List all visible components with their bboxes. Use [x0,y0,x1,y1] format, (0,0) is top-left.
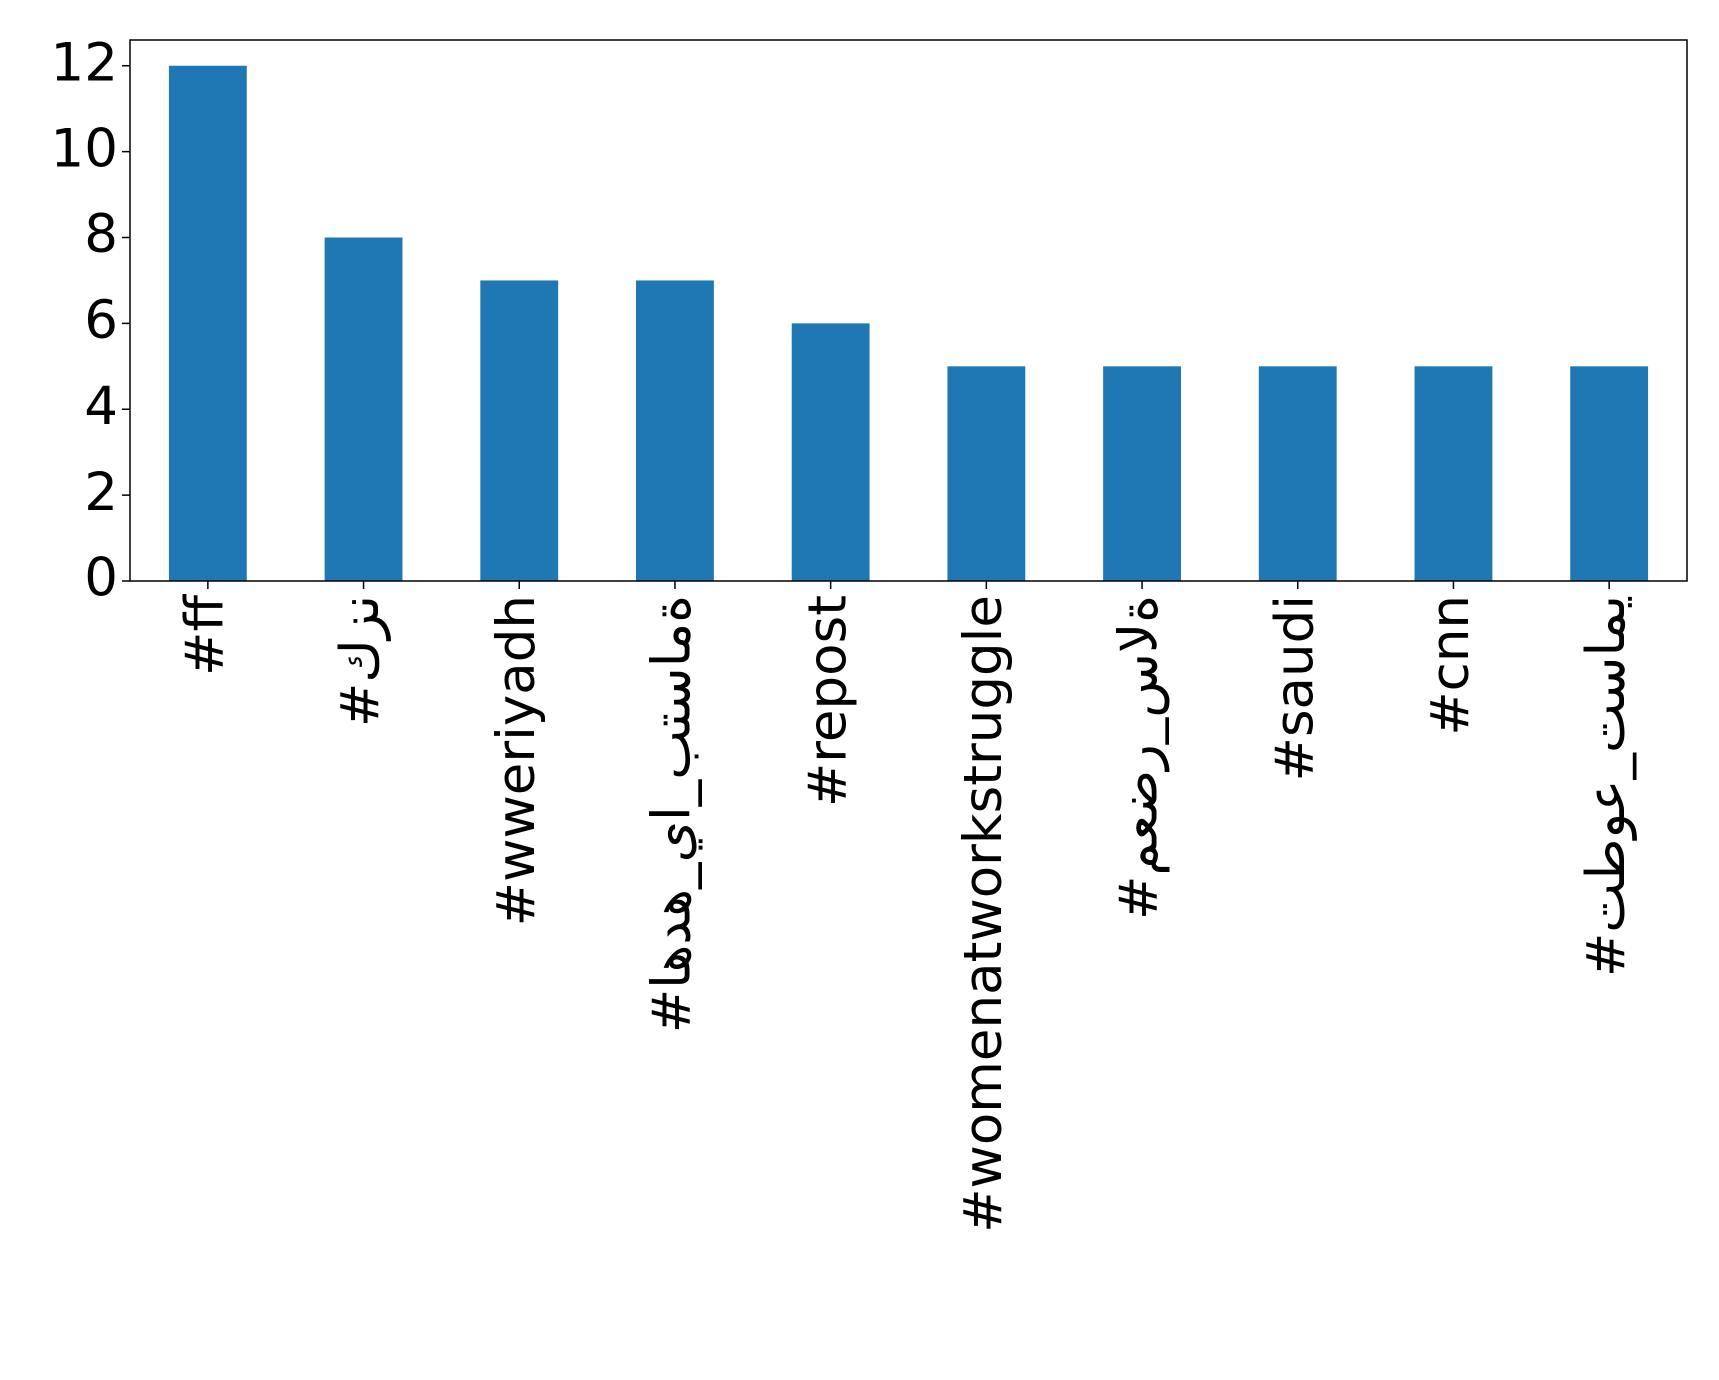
x-tick-label: #repost [797,595,858,807]
y-tick-label: 12 [51,32,118,93]
plot-frame [129,39,1688,582]
y-tick-label: 10 [51,118,118,179]
bar [1103,366,1181,581]
bar [1570,366,1649,581]
x-tick-label: #saudi [1264,595,1325,781]
bar [168,65,247,581]
y-tick-label: 4 [84,376,118,437]
x-tick-label: #cnn [1420,595,1481,736]
x-tick-label: #wweriyadh [486,595,547,926]
bar [947,366,1026,581]
y-tick-label: 0 [84,548,118,609]
x-tick-label: #womenatworkstruggle [953,595,1014,1233]
x-tick-label: #ff [174,594,235,676]
x-tick-label: #معضر_سالة [1109,595,1170,920]
y-tick-label: 8 [84,204,118,265]
x-tick-label: #تطوع_تسامي [1576,595,1637,977]
x-tick-label: #كزن [330,595,391,727]
bar [480,280,559,581]
bar [1258,366,1337,581]
bar [324,237,403,581]
bar [636,280,714,581]
bar [1414,366,1493,581]
bar [791,323,870,581]
y-tick-label: 6 [84,290,118,351]
x-tick-label: #اهده_يا_بتسامة [642,595,703,1033]
y-tick-label: 2 [84,462,118,523]
